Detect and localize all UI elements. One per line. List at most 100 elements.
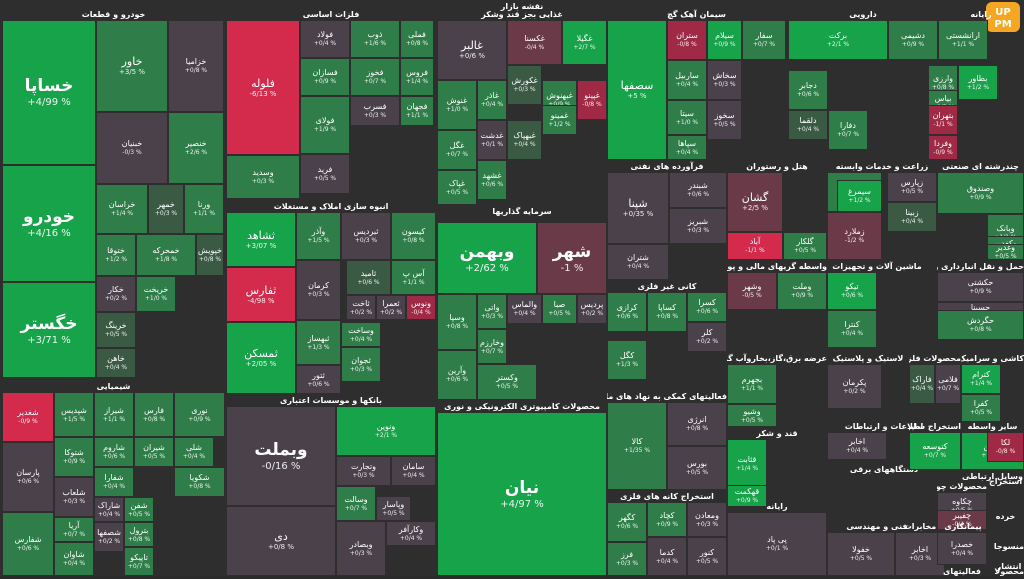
stock-tile[interactable]: شپنا +0/35 % bbox=[607, 172, 669, 244]
stock-tile[interactable]: شکویا +0/8 % bbox=[174, 467, 225, 497]
stock-tile[interactable]: ثامید +0/6 % bbox=[346, 260, 391, 295]
stock-tile[interactable]: نوری +0/9 % bbox=[174, 392, 225, 437]
stock-tile[interactable]: سیمرغ +1/2 % bbox=[837, 180, 882, 212]
stock-tile[interactable]: ثجوان +0/3 % bbox=[341, 347, 381, 382]
stock-tile[interactable]: پی پاد +0/1 % bbox=[727, 512, 827, 576]
stock-tile[interactable]: فسازان +0/9 % bbox=[300, 58, 350, 96]
stock-tile[interactable]: ثتور +0/6 % bbox=[296, 365, 341, 394]
stock-tile[interactable]: تاپیکو +0/7 % bbox=[124, 547, 154, 576]
stock-tile[interactable]: فرید +0/5 % bbox=[300, 154, 350, 194]
stock-tile[interactable]: شیراز +1/1 % bbox=[94, 392, 134, 437]
stock-tile[interactable]: شتران +0/4 % bbox=[607, 244, 669, 280]
stock-tile[interactable]: کچاد +0/9 % bbox=[647, 502, 687, 537]
stock-tile[interactable]: کتوسعه +0/7 % bbox=[909, 432, 961, 470]
stock-tile[interactable]: گشان +2/5 % bbox=[727, 172, 783, 232]
stock-tile[interactable]: اخابر +0/4 % bbox=[827, 432, 887, 460]
stock-tile[interactable]: خراسان +1/4 % bbox=[96, 184, 148, 234]
stock-tile[interactable]: سفار +0/7 % bbox=[742, 20, 786, 60]
stock-tile[interactable]: آس پ +1/1 % bbox=[391, 260, 436, 295]
stock-tile[interactable]: ثشاهد +3/07 % bbox=[226, 212, 296, 267]
stock-tile[interactable]: ساربیل +0/4 % bbox=[667, 60, 707, 100]
stock-tile[interactable]: کترام +1/4 % bbox=[961, 364, 1001, 394]
stock-tile[interactable]: غدشت +0/1 % bbox=[477, 120, 507, 160]
stock-tile[interactable]: خبنیان -0/3 % bbox=[96, 112, 168, 184]
stock-tile[interactable]: ختوقا +1/2 % bbox=[96, 234, 136, 276]
stock-tile[interactable]: وخارزم +0/7 % bbox=[477, 329, 507, 364]
stock-tile[interactable]: تیکو +0/6 % bbox=[827, 272, 877, 310]
stock-tile[interactable]: خنصیر +2/6 % bbox=[168, 112, 224, 184]
stock-tile[interactable]: غشهد +0/6 % bbox=[477, 160, 507, 200]
stock-tile[interactable]: والماس +0/4 % bbox=[507, 294, 542, 324]
stock-tile[interactable]: کگل +1/3 % bbox=[607, 340, 647, 380]
stock-tile[interactable]: ارانشستی +1/1 % bbox=[938, 20, 988, 60]
stock-tile[interactable]: بترول +0/8 % bbox=[124, 522, 154, 547]
stock-tile[interactable]: شتوکا +0/9 % bbox=[54, 437, 94, 477]
stock-tile[interactable]: واتی +0/3 % bbox=[477, 294, 507, 329]
stock-tile[interactable]: فروس +1/4 % bbox=[400, 58, 434, 96]
stock-tile[interactable]: کالا +1/35 % bbox=[607, 402, 667, 490]
stock-tile[interactable]: ذوب +1/6 % bbox=[350, 20, 400, 58]
stock-tile[interactable]: ومعادن +0/3 % bbox=[687, 502, 727, 537]
stock-tile[interactable]: وسالت +0/7 % bbox=[336, 486, 376, 521]
stock-tile[interactable]: خپویش +0/8 % bbox=[196, 234, 224, 276]
stock-tile[interactable]: شفارس +0/6 % bbox=[2, 512, 54, 576]
stock-tile[interactable]: وملت +0/9 % bbox=[777, 272, 827, 310]
stock-tile[interactable]: شاراک +0/4 % bbox=[94, 497, 124, 522]
stock-tile[interactable]: حگردش +0/8 % bbox=[937, 310, 1024, 340]
stock-tile[interactable]: کلر +0/2 % bbox=[687, 322, 727, 352]
stock-tile[interactable]: گلکار +0/5 % bbox=[783, 232, 827, 260]
stock-tile[interactable]: زپارس +0/5 % bbox=[887, 172, 937, 202]
stock-tile[interactable]: سامان +0/4 % bbox=[391, 456, 436, 486]
stock-tile[interactable]: شهر -1 % bbox=[537, 222, 607, 294]
stock-tile[interactable]: فخوز +0/7 % bbox=[350, 58, 400, 96]
stock-tile[interactable]: خفولا +0/5 % bbox=[827, 532, 895, 576]
stock-tile[interactable]: وآرین +0/6 % bbox=[437, 350, 477, 400]
stock-tile[interactable]: خمهر +0/3 % bbox=[148, 184, 184, 234]
stock-tile[interactable]: وشهر -0/5 % bbox=[727, 272, 777, 310]
stock-tile[interactable]: آباد -1/1 % bbox=[727, 232, 783, 260]
stock-tile[interactable]: شفارا +0/4 % bbox=[94, 467, 134, 497]
stock-tile[interactable]: زبینا +0/4 % bbox=[887, 202, 937, 232]
stock-tile[interactable]: فجهان +1/1 % bbox=[400, 96, 434, 126]
stock-tile[interactable]: فسرب +0/3 % bbox=[350, 96, 400, 126]
stock-tile[interactable]: فملی +0/8 % bbox=[400, 20, 434, 58]
stock-tile[interactable]: دی +0/8 % bbox=[226, 506, 336, 576]
stock-tile[interactable]: فلامی +0/7 % bbox=[935, 364, 961, 404]
stock-tile[interactable]: غبهپاک +0/4 % bbox=[507, 120, 542, 160]
stock-tile[interactable]: شپدیس +1/5 % bbox=[54, 392, 94, 437]
stock-tile[interactable]: وساخت +0/4 % bbox=[341, 322, 381, 347]
stock-tile[interactable]: آریا +0/7 % bbox=[54, 517, 94, 542]
stock-tile[interactable]: کسرا +0/6 % bbox=[687, 292, 727, 322]
stock-tile[interactable]: غکورش +0/3 % bbox=[507, 65, 542, 105]
stock-tile[interactable]: وسپا +0/8 % bbox=[437, 294, 477, 350]
stock-tile[interactable]: قهکمت +0/9 % bbox=[727, 485, 767, 507]
stock-tile[interactable]: صبا +0/5 % bbox=[542, 294, 577, 324]
stock-tile[interactable]: غنوش +1/0 % bbox=[437, 80, 477, 130]
stock-tile[interactable]: خریخت +1/0 % bbox=[136, 276, 176, 312]
stock-tile[interactable]: خرینگ +0/5 % bbox=[96, 312, 136, 348]
stock-tile[interactable]: دلقما +0/4 % bbox=[788, 110, 828, 140]
stock-tile[interactable]: غالبر +0/6 % bbox=[437, 20, 507, 80]
stock-tile[interactable]: وآذر +1/5 % bbox=[296, 212, 341, 260]
stock-tile[interactable]: خصدرا +0/4 % bbox=[937, 532, 987, 565]
stock-tile[interactable]: شصفها +0/2 % bbox=[94, 522, 124, 552]
stock-tile[interactable]: برکت +2/1 % bbox=[788, 20, 888, 60]
stock-tile[interactable]: اخابر +0/3 % bbox=[895, 532, 945, 576]
stock-tile[interactable]: نیان +4/97 % bbox=[437, 412, 607, 576]
stock-tile[interactable]: خگستر +3/71 % bbox=[2, 282, 96, 378]
stock-tile[interactable]: لکا -0/8 % bbox=[987, 432, 1024, 462]
stock-tile[interactable]: سخوز +0/5 % bbox=[707, 100, 742, 140]
stock-tile[interactable]: ثبهساز +1/3 % bbox=[296, 320, 341, 365]
stock-tile[interactable]: غپاک +0/5 % bbox=[437, 170, 477, 205]
stock-tile[interactable]: شلعاب +0/3 % bbox=[54, 477, 94, 517]
stock-tile[interactable]: خزامیا +0/8 % bbox=[168, 20, 224, 112]
stock-tile[interactable]: کرمان +0/3 % bbox=[296, 260, 341, 320]
stock-tile[interactable]: انرژی +0/8 % bbox=[667, 402, 727, 446]
stock-tile[interactable]: ثعمرا +0/2 % bbox=[376, 295, 406, 320]
stock-tile[interactable]: کفرا +0/5 % bbox=[961, 394, 1001, 422]
stock-tile[interactable]: خاور +3/5 % bbox=[96, 20, 168, 112]
stock-tile[interactable]: کرازی +0/6 % bbox=[607, 292, 647, 332]
stock-tile[interactable]: خاهن +0/4 % bbox=[96, 348, 136, 378]
stock-tile[interactable]: وغدیر +0/5 % bbox=[987, 244, 1024, 260]
stock-tile[interactable]: ثمسکن +2/05 % bbox=[226, 322, 296, 394]
